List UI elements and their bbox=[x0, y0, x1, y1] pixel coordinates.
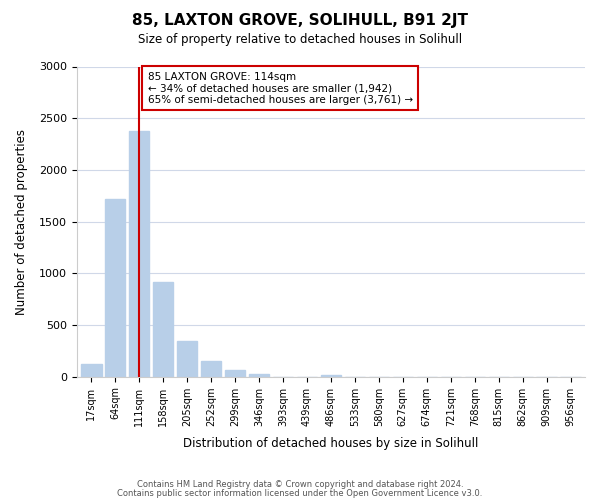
Y-axis label: Number of detached properties: Number of detached properties bbox=[15, 128, 28, 314]
Bar bbox=[177, 341, 197, 376]
Text: Contains HM Land Registry data © Crown copyright and database right 2024.: Contains HM Land Registry data © Crown c… bbox=[137, 480, 463, 489]
Bar bbox=[321, 374, 341, 376]
Text: 85, LAXTON GROVE, SOLIHULL, B91 2JT: 85, LAXTON GROVE, SOLIHULL, B91 2JT bbox=[132, 12, 468, 28]
Bar bbox=[225, 370, 245, 376]
Text: Contains public sector information licensed under the Open Government Licence v3: Contains public sector information licen… bbox=[118, 489, 482, 498]
Bar bbox=[249, 374, 269, 376]
Text: Size of property relative to detached houses in Solihull: Size of property relative to detached ho… bbox=[138, 32, 462, 46]
Bar bbox=[81, 364, 101, 376]
Bar bbox=[201, 360, 221, 376]
Text: 85 LAXTON GROVE: 114sqm
← 34% of detached houses are smaller (1,942)
65% of semi: 85 LAXTON GROVE: 114sqm ← 34% of detache… bbox=[148, 72, 413, 105]
Bar bbox=[105, 199, 125, 376]
X-axis label: Distribution of detached houses by size in Solihull: Distribution of detached houses by size … bbox=[183, 437, 479, 450]
Bar bbox=[153, 282, 173, 376]
Bar bbox=[129, 130, 149, 376]
